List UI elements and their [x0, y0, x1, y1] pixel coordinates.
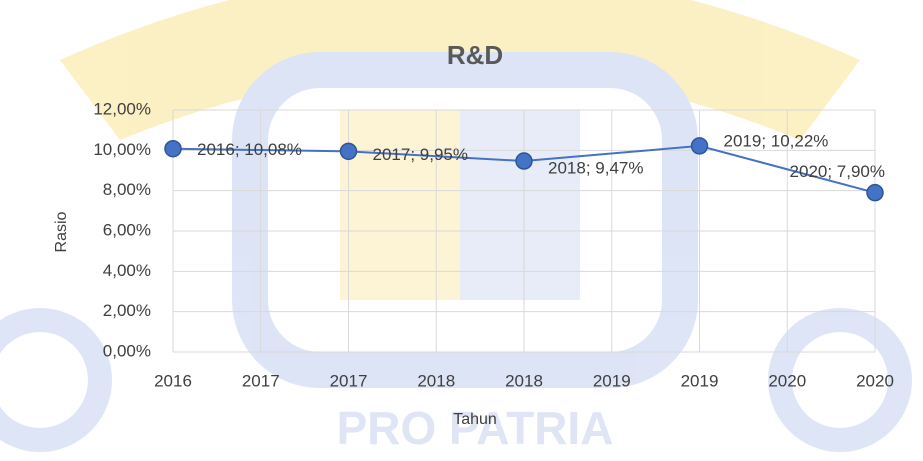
x-tick-label: 2017: [242, 371, 280, 390]
y-tick-label: 0,00%: [103, 341, 151, 360]
y-axis-label: Rasio: [53, 211, 70, 252]
y-tick-label: 12,00%: [93, 99, 151, 118]
data-label: 2018; 9,47%: [548, 159, 643, 178]
page: PRO PATRIA R&D Tahun Rasio 0,00%2,00%4,0…: [0, 0, 923, 461]
x-tick-label: 2016: [154, 371, 192, 390]
data-point: [692, 138, 708, 154]
data-point: [165, 141, 181, 157]
data-label: 2020; 7,90%: [790, 162, 885, 181]
x-axis-label: Tahun: [453, 411, 497, 428]
y-tick-label: 8,00%: [103, 180, 151, 199]
y-tick-label: 6,00%: [103, 220, 151, 239]
data-label: 2016; 10,08%: [197, 140, 302, 159]
y-tick-label: 4,00%: [103, 261, 151, 280]
data-point: [516, 153, 532, 169]
x-tick-label: 2017: [330, 371, 368, 390]
x-tick-label: 2019: [681, 371, 719, 390]
x-tick-label: 2020: [768, 371, 806, 390]
x-tick-label: 2019: [593, 371, 631, 390]
data-point: [867, 185, 883, 201]
data-label: 2019; 10,22%: [724, 131, 829, 150]
y-tick-label: 2,00%: [103, 301, 151, 320]
data-label: 2017; 9,95%: [373, 145, 468, 164]
y-tick-label: 10,00%: [93, 140, 151, 159]
x-tick-label: 2018: [505, 371, 543, 390]
x-tick-label: 2020: [856, 371, 894, 390]
data-point: [341, 143, 357, 159]
chart-title: R&D: [447, 40, 503, 70]
chart: PRO PATRIA R&D Tahun Rasio 0,00%2,00%4,0…: [0, 0, 923, 461]
x-tick-label: 2018: [417, 371, 455, 390]
